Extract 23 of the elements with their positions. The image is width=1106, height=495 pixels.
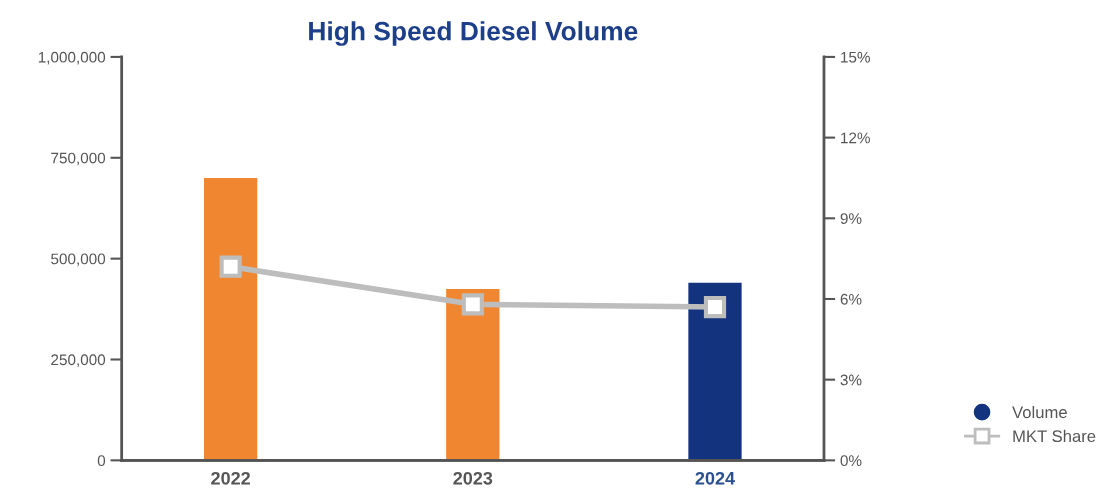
x-tick-label: 2022 (211, 471, 250, 485)
y-tick-label: 500,000 (51, 253, 106, 267)
chart-title: High Speed Diesel Volume (309, 21, 638, 46)
y2-tick-label: 9% (840, 213, 862, 224)
y-tick-label: 1,000,000 (38, 51, 106, 65)
y-tick-label: 250,000 (51, 354, 106, 367)
legend-label: Volume (1012, 405, 1067, 419)
bar (446, 288, 500, 461)
y-tick-label: 750,000 (51, 152, 106, 166)
bar (688, 282, 742, 461)
y2-tick-label: 6% (840, 293, 862, 305)
point (703, 295, 727, 319)
y2-tick-label: 15% (841, 51, 870, 63)
x-tick-label: 2024 (695, 471, 735, 485)
x-tick-label: 2023 (453, 471, 493, 485)
bar (204, 177, 258, 461)
y-tick-label: 0 (97, 455, 106, 467)
legend-label: MKT Share (1013, 429, 1096, 443)
y2-tick-label: 12% (841, 132, 870, 144)
point (219, 255, 242, 278)
y2-tick-label: 3% (840, 374, 862, 386)
point (461, 293, 484, 316)
y2-tick-label: 0% (840, 455, 862, 467)
